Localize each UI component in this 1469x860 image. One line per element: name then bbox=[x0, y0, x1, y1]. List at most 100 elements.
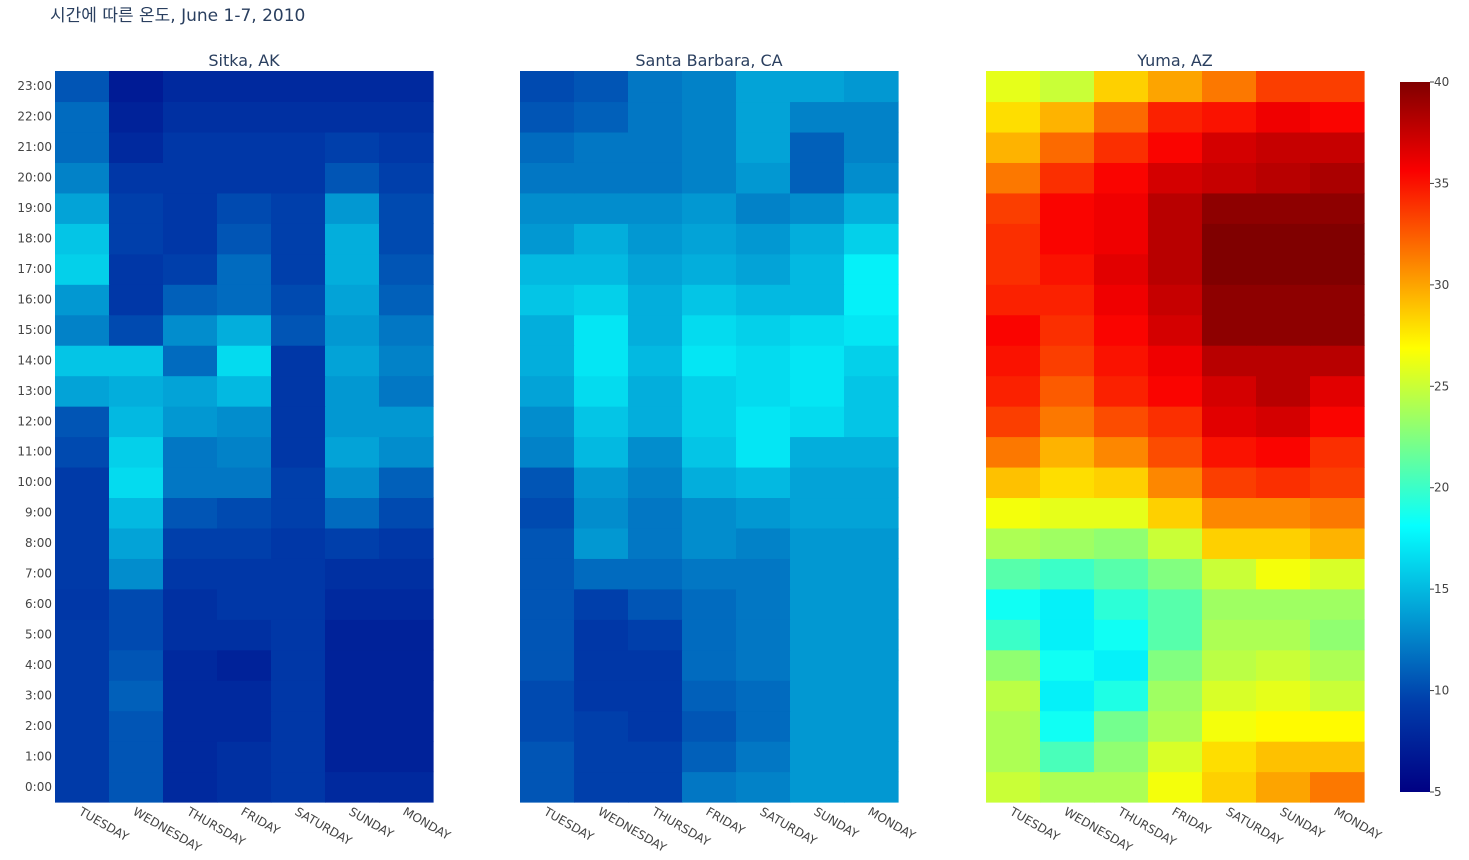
heatmap-cell bbox=[1094, 710, 1149, 742]
heatmap-cell bbox=[217, 192, 272, 224]
heatmap-cell bbox=[844, 223, 899, 255]
y-tick-label: 17:00 bbox=[17, 262, 52, 276]
heatmap-cell bbox=[1202, 345, 1257, 377]
heatmap-cell bbox=[736, 101, 791, 133]
heatmap-cell bbox=[271, 162, 326, 194]
colorbar: 5 10 15 20 25 30 35 40 bbox=[1400, 75, 1449, 799]
heatmap-cell bbox=[628, 162, 683, 194]
heatmap-cell bbox=[986, 314, 1041, 346]
colorbar-tick-label: 5 bbox=[1434, 785, 1442, 799]
heatmap-cell bbox=[1202, 375, 1257, 407]
heatmap-cell bbox=[55, 588, 110, 620]
heatmap-cell bbox=[682, 710, 737, 742]
heatmap-cell bbox=[682, 101, 737, 133]
heatmap-cell bbox=[1040, 497, 1095, 529]
heatmap-cell bbox=[217, 406, 272, 438]
heatmap-cell bbox=[574, 558, 629, 590]
heatmap-cell bbox=[1148, 466, 1203, 499]
heatmap-cell bbox=[520, 162, 575, 194]
heatmap-cell bbox=[628, 497, 683, 529]
heatmap-cell bbox=[379, 497, 434, 529]
heatmap-cell bbox=[217, 649, 272, 681]
x-tick-label: MONDAY bbox=[1332, 804, 1385, 843]
heatmap-cell bbox=[790, 406, 845, 438]
heatmap-cell bbox=[736, 466, 791, 499]
heatmap-cell bbox=[109, 101, 164, 133]
heatmap-cell bbox=[1094, 71, 1149, 103]
colorbar-tick-label: 10 bbox=[1434, 684, 1449, 698]
heatmap-cell bbox=[55, 101, 110, 133]
heatmap-cell bbox=[574, 71, 629, 103]
heatmap-cell bbox=[163, 284, 218, 316]
heatmap-cell bbox=[574, 314, 629, 346]
heatmap-cell bbox=[217, 284, 272, 316]
heatmap-cell bbox=[986, 131, 1041, 163]
heatmap-cell bbox=[628, 741, 683, 773]
heatmap-cell bbox=[55, 771, 110, 803]
y-tick-label: 9:00 bbox=[25, 506, 52, 520]
heatmap-cell bbox=[379, 345, 434, 377]
heatmap-cell bbox=[520, 649, 575, 681]
heatmap-cell bbox=[109, 771, 164, 803]
y-tick-label: 2:00 bbox=[25, 719, 52, 733]
heatmap-cell bbox=[628, 436, 683, 468]
heatmap-cell bbox=[520, 131, 575, 163]
heatmap-cell bbox=[736, 375, 791, 407]
heatmap-cell bbox=[271, 71, 326, 103]
heatmap-cell bbox=[986, 345, 1041, 377]
heatmap-cell bbox=[163, 497, 218, 529]
heatmap-cell bbox=[325, 710, 380, 742]
heatmap-cell bbox=[1040, 680, 1095, 712]
heatmap-cell bbox=[1256, 101, 1311, 133]
heatmap-cell bbox=[1256, 466, 1311, 499]
heatmap-cell bbox=[1094, 466, 1149, 499]
heatmap-cell bbox=[574, 649, 629, 681]
heatmap-cell bbox=[1256, 558, 1311, 590]
x-tick-label: TUESDAY bbox=[541, 804, 597, 844]
heatmap-cell bbox=[1310, 71, 1365, 103]
heatmap-cell bbox=[790, 558, 845, 590]
heatmap-cell bbox=[325, 466, 380, 499]
heatmap-cell bbox=[1040, 284, 1095, 316]
heatmap-cell bbox=[271, 588, 326, 620]
heatmap-cell bbox=[790, 223, 845, 255]
heatmap-cell bbox=[325, 741, 380, 773]
heatmap-cell bbox=[109, 131, 164, 163]
x-tick-label: FRIDAY bbox=[1170, 804, 1214, 838]
heatmap-cell bbox=[844, 253, 899, 285]
heatmap-cell bbox=[109, 284, 164, 316]
heatmap-cell bbox=[574, 771, 629, 803]
heatmap-cell bbox=[682, 588, 737, 620]
heatmap-cell bbox=[1148, 101, 1203, 133]
heatmap-cell bbox=[55, 71, 110, 103]
heatmap-cell bbox=[986, 71, 1041, 103]
heatmap-cell bbox=[325, 588, 380, 620]
heatmap-cell bbox=[217, 314, 272, 346]
heatmap-cell bbox=[520, 680, 575, 712]
heatmap-cell bbox=[574, 406, 629, 438]
heatmap-cell bbox=[325, 192, 380, 224]
y-tick-label: 18:00 bbox=[17, 232, 52, 246]
y-tick-label: 20:00 bbox=[17, 171, 52, 185]
heatmap-cell bbox=[986, 375, 1041, 407]
y-tick-label: 23:00 bbox=[17, 79, 52, 93]
heatmap-cell bbox=[1094, 436, 1149, 468]
heatmap-cell bbox=[682, 162, 737, 194]
heatmap-cell bbox=[736, 680, 791, 712]
heatmap-cell bbox=[1148, 619, 1203, 651]
heatmap-cell bbox=[574, 375, 629, 407]
heatmap-cell bbox=[574, 284, 629, 316]
heatmap-cell bbox=[163, 741, 218, 773]
heatmap-cell bbox=[1040, 619, 1095, 651]
heatmap-cell bbox=[574, 253, 629, 285]
heatmap-cell bbox=[574, 101, 629, 133]
heatmap-cell bbox=[1202, 619, 1257, 651]
heatmap-cell bbox=[986, 192, 1041, 224]
heatmap-cell bbox=[682, 741, 737, 773]
heatmap-cell bbox=[379, 131, 434, 163]
heatmap-cell bbox=[790, 497, 845, 529]
heatmap-cell bbox=[1094, 345, 1149, 377]
panel-0: Sitka, AK 0:00 1:00 2:00 3:00 4:00 5:00 6:00 7:0… bbox=[17, 51, 453, 855]
heatmap-cell bbox=[1256, 314, 1311, 346]
